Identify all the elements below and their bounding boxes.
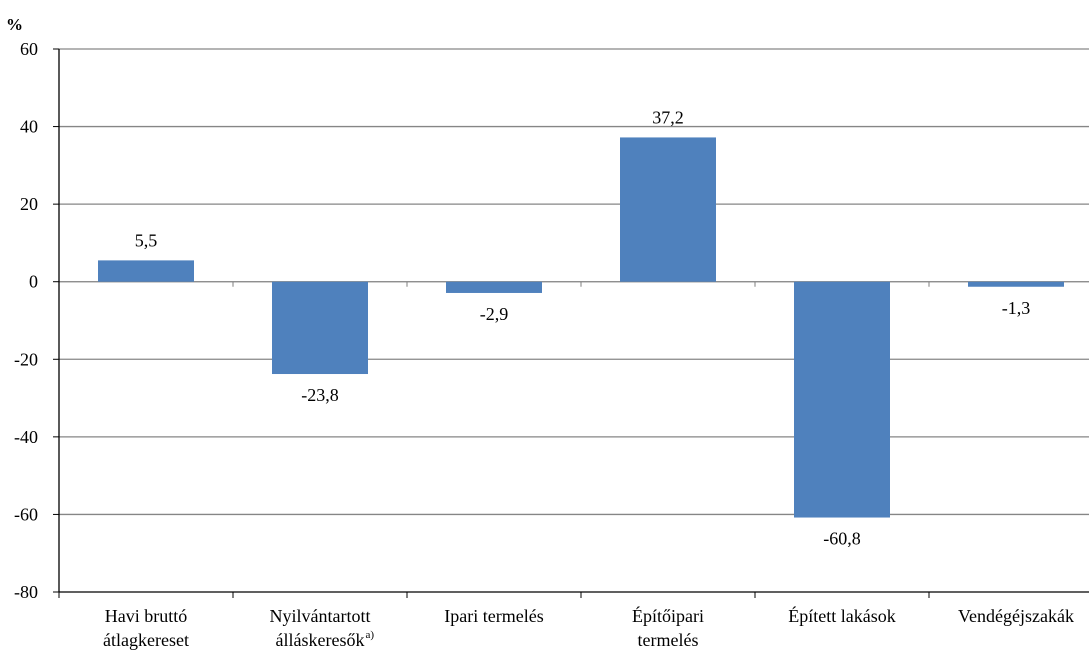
bar [446, 281, 542, 293]
category-label: álláskeresők [276, 630, 365, 650]
bar [794, 281, 890, 518]
bar [98, 260, 194, 282]
y-tick-label: -60 [14, 504, 38, 524]
data-label: -2,9 [480, 304, 509, 324]
data-label: 37,2 [652, 107, 684, 127]
axes [53, 48, 1089, 598]
data-label: -1,3 [1002, 298, 1031, 318]
bar [968, 281, 1064, 287]
bars [98, 137, 1064, 518]
y-tick-label: 60 [20, 39, 38, 59]
category-label: Havi bruttó [105, 606, 188, 626]
category-label: Nyilvántartott [270, 606, 371, 626]
y-tick-label: 0 [29, 272, 38, 292]
y-tick-label: 40 [20, 117, 38, 137]
labels: 60 40 20 0 -20 -40 -60 -80 5,5 Havi bruttó átlagke… [14, 39, 1074, 650]
y-tick-label: -20 [14, 349, 38, 369]
gridlines [59, 48, 1089, 516]
y-tick-label: -40 [14, 427, 38, 447]
y-axis-unit-label: % [6, 15, 23, 34]
bar [272, 281, 368, 375]
data-label: -60,8 [823, 529, 861, 549]
category-label: termelés [638, 630, 699, 650]
category-label: Vendégéjszakák [958, 606, 1074, 626]
category-footnote-marker: a) [365, 629, 374, 641]
data-label: -23,8 [301, 385, 339, 405]
y-tick-label: -80 [14, 582, 38, 602]
category-label: Ipari termelés [444, 606, 543, 626]
bar [620, 137, 716, 282]
data-label: 5,5 [135, 230, 158, 250]
category-label: Építőipari [632, 605, 704, 626]
category-label: átlagkereset [103, 630, 189, 650]
y-tick-label: 20 [20, 194, 38, 214]
category-label: Épített lakások [788, 605, 895, 626]
